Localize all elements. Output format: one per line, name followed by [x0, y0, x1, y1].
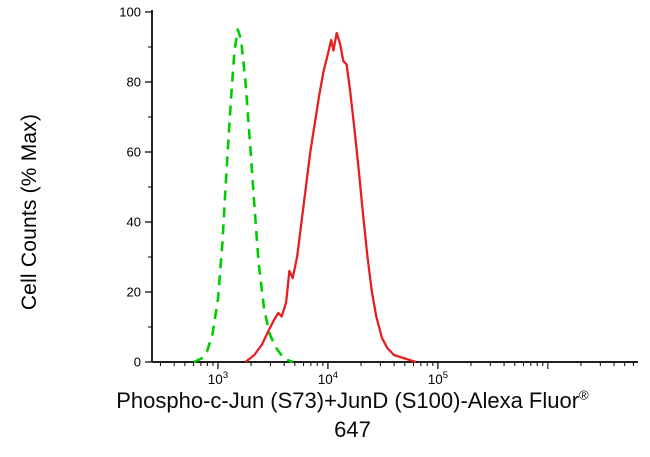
registered-trademark-symbol: ® — [579, 387, 589, 403]
x-tick-label: 103 — [208, 370, 228, 387]
x-axis-title-line2: 647 — [334, 417, 371, 442]
x-tick-label: 104 — [318, 370, 338, 387]
x-axis-title: Phospho-c-Jun (S73)+JunD (S100)-Alexa Fl… — [55, 386, 650, 444]
y-tick-label: 20 — [127, 285, 141, 300]
control-dashed-green-curve — [193, 28, 294, 364]
y-tick-label: 100 — [119, 5, 141, 20]
y-tick-label: 0 — [134, 355, 141, 370]
y-tick-label: 80 — [127, 75, 141, 90]
y-tick-label: 60 — [127, 145, 141, 160]
x-axis-title-text: Phospho-c-Jun (S73)+JunD (S100)-Alexa Fl… — [116, 388, 580, 413]
y-tick-label: 40 — [127, 215, 141, 230]
x-tick-label: 105 — [428, 370, 448, 387]
y-axis-title: Cell Counts (% Max) — [18, 113, 41, 311]
phospho-c-jun-jund-alexa647-solid-red-curve — [244, 31, 417, 364]
